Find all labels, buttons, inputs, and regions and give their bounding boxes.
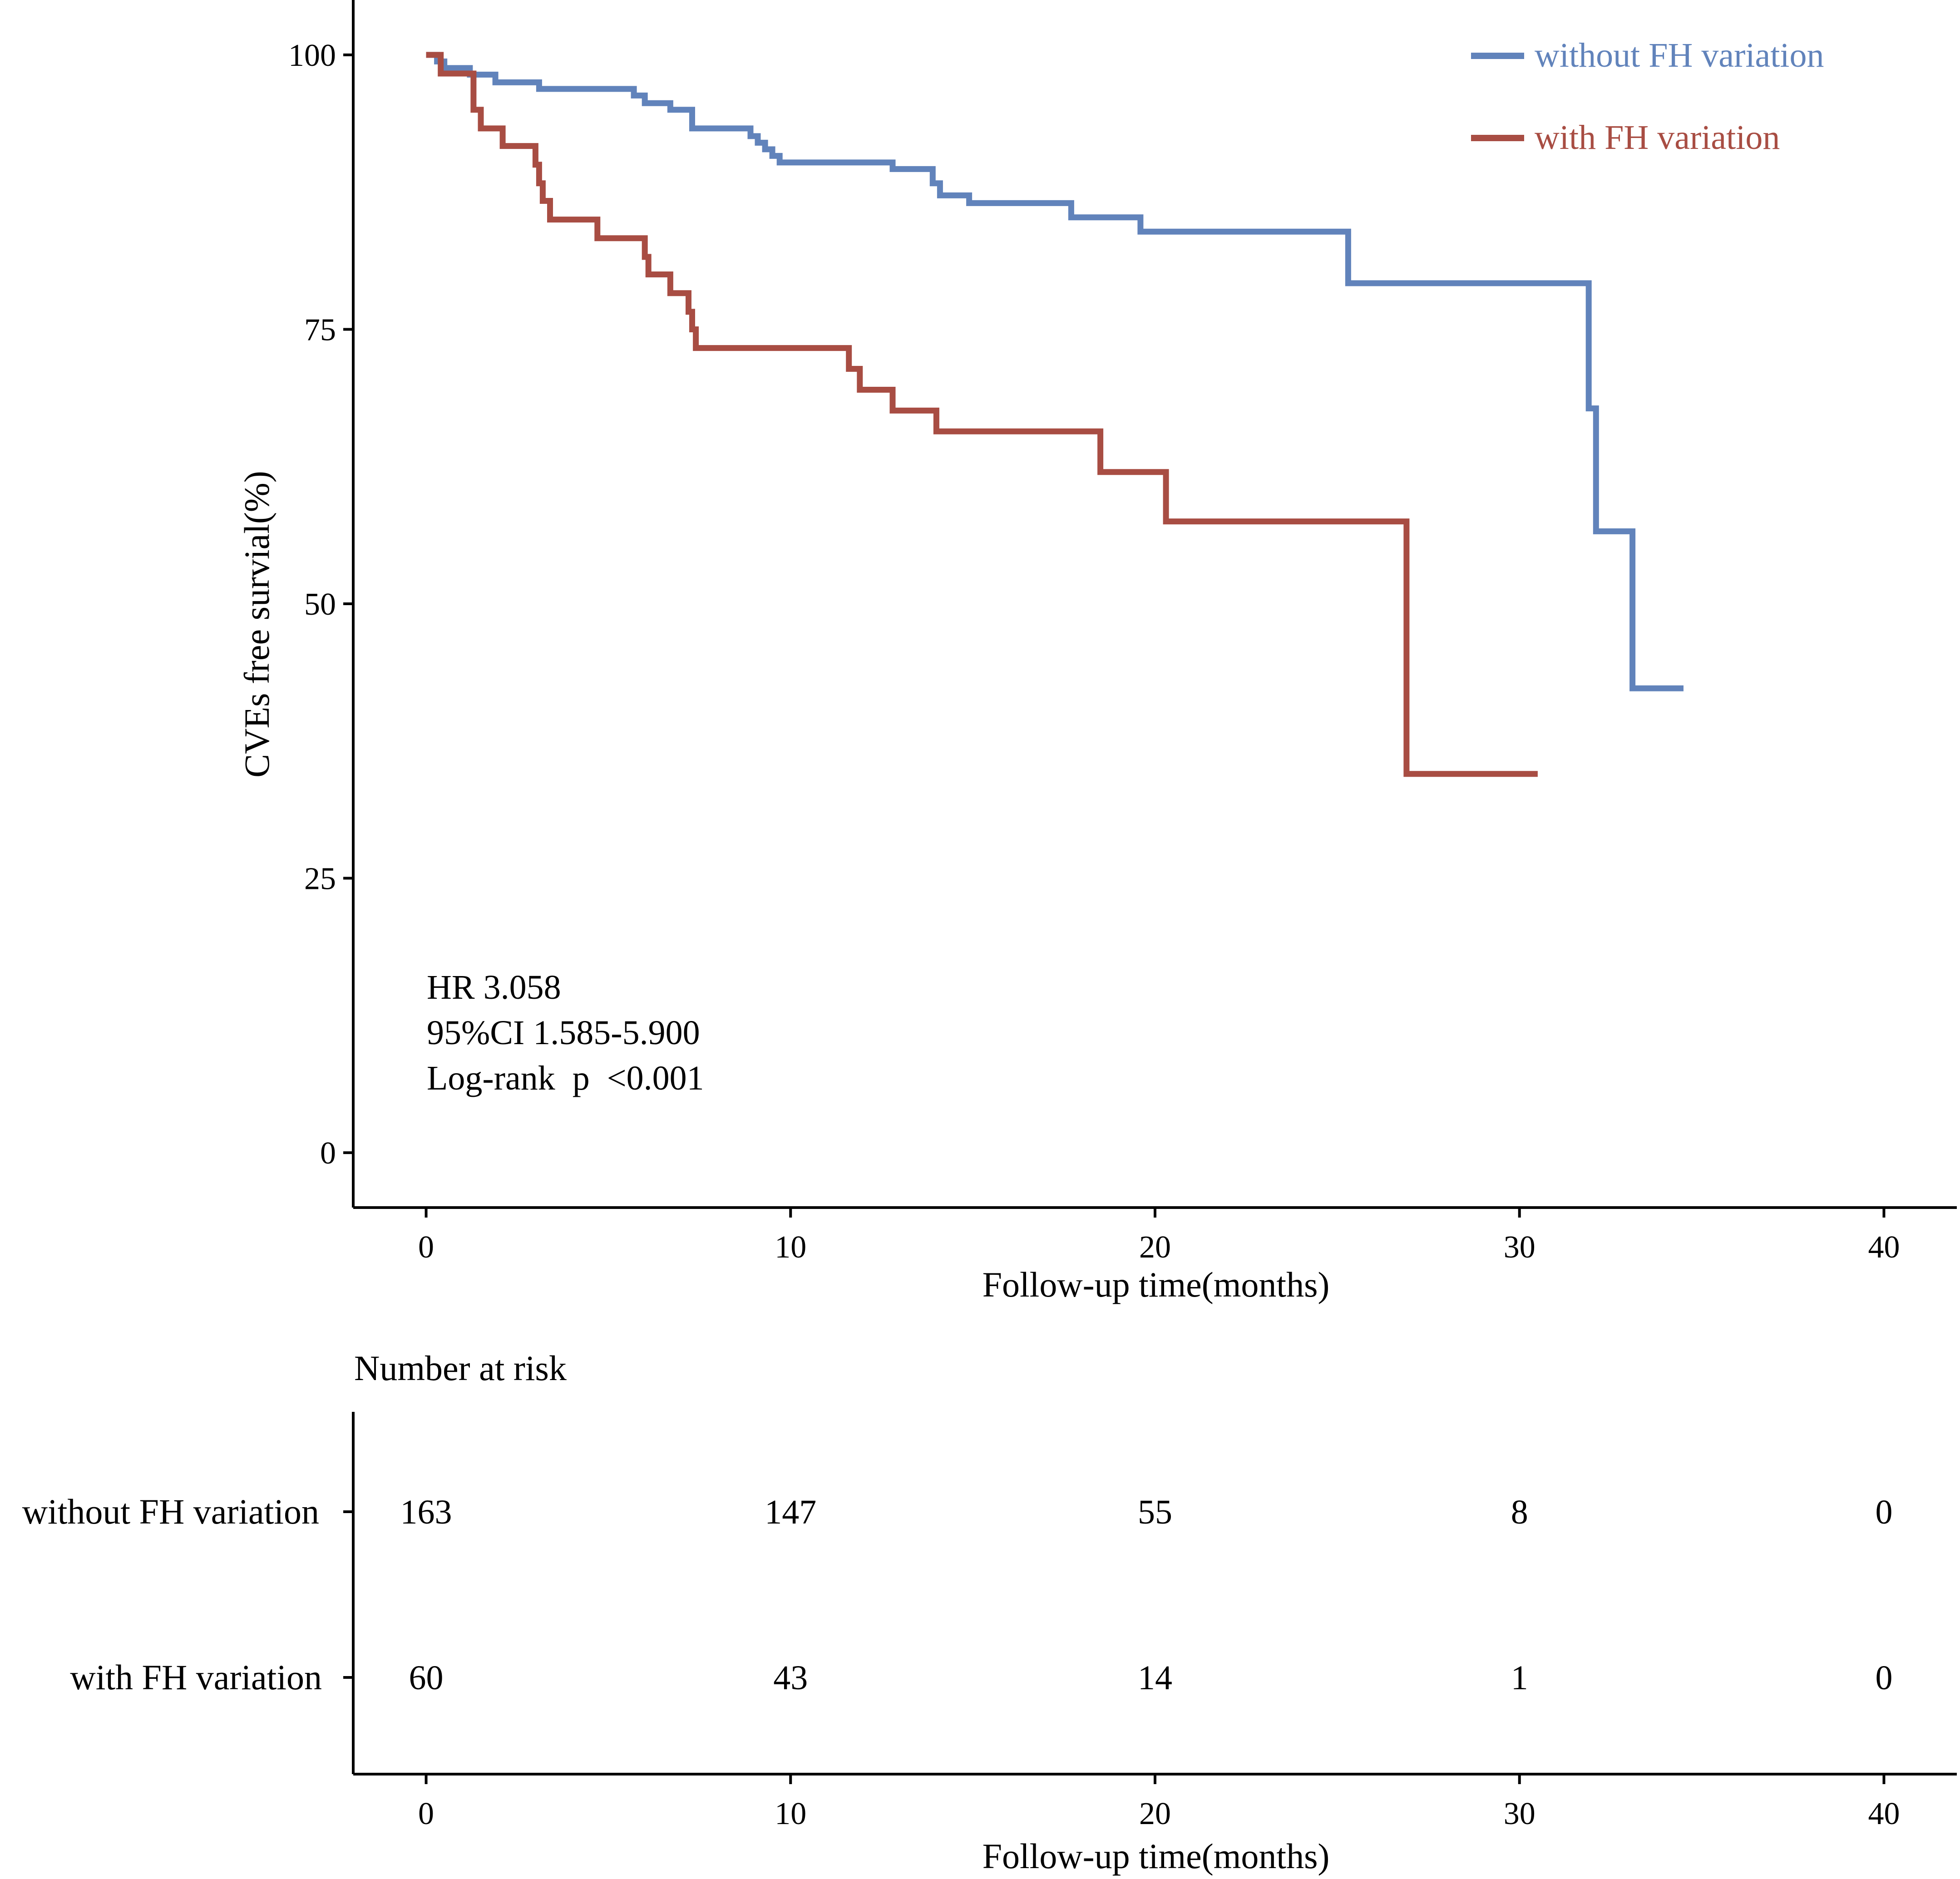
risk-table-title: Number at risk bbox=[354, 1348, 567, 1388]
risk-count-without-fh-variation-t10: 147 bbox=[765, 1493, 816, 1531]
risk-count-with-fh-variation-t20: 14 bbox=[1138, 1659, 1172, 1697]
risk-row-label-without-fh-variation: without FH variation bbox=[22, 1492, 319, 1531]
legend-label-without-fh-variation: without FH variation bbox=[1535, 36, 1824, 74]
x-tick-label-40: 40 bbox=[1868, 1230, 1900, 1265]
risk-x-tick-label-30: 30 bbox=[1504, 1796, 1535, 1831]
y-tick-label-100: 100 bbox=[288, 38, 336, 73]
survival-plot: 0 25 50 75 100 0 10 20 30 40 without FH variatio… bbox=[237, 0, 1957, 1304]
x-axis-title: Follow-up time(months) bbox=[982, 1265, 1330, 1304]
y-axis-title: CVEs free survial(%) bbox=[237, 471, 276, 778]
risk-x-tick-label-40: 40 bbox=[1868, 1796, 1900, 1831]
annotation-line-3: Log-rank p <0.001 bbox=[427, 1059, 704, 1097]
survival-curve-with-fh-variation bbox=[426, 52, 1538, 777]
risk-count-with-fh-variation-t0: 60 bbox=[409, 1659, 444, 1697]
y-tick-label-0: 0 bbox=[320, 1136, 336, 1171]
risk-table: Number at risk 0 10 20 30 40 without FH vari… bbox=[22, 1348, 1957, 1876]
risk-count-without-fh-variation-t20: 55 bbox=[1138, 1493, 1172, 1531]
y-tick-label-50: 50 bbox=[304, 587, 336, 622]
risk-count-without-fh-variation-t40: 0 bbox=[1875, 1493, 1892, 1531]
risk-table-axis: 0 10 20 30 40 bbox=[352, 1412, 1957, 1831]
annotation-line-1: HR 3.058 bbox=[427, 968, 561, 1006]
risk-count-with-fh-variation-t40: 0 bbox=[1875, 1659, 1892, 1697]
annotation-line-2: 95%CI 1.585-5.900 bbox=[427, 1014, 700, 1052]
stats-annotations: HR 3.058 95%CI 1.585-5.900 Log-rank p <0.0… bbox=[427, 968, 704, 1097]
risk-x-tick-label-0: 0 bbox=[418, 1796, 434, 1831]
risk-x-axis-title: Follow-up time(months) bbox=[982, 1836, 1330, 1876]
risk-table-rows: without FH variation 163 147 55 8 0 with FH va… bbox=[22, 1492, 1893, 1697]
risk-count-with-fh-variation-t30: 1 bbox=[1511, 1659, 1528, 1697]
x-tick-label-20: 20 bbox=[1139, 1230, 1171, 1265]
risk-x-tick-label-20: 20 bbox=[1139, 1796, 1171, 1831]
x-tick-label-30: 30 bbox=[1504, 1230, 1535, 1265]
x-tick-label-0: 0 bbox=[418, 1230, 434, 1265]
risk-count-without-fh-variation-t0: 163 bbox=[400, 1493, 452, 1531]
legend-label-with-fh-variation: with FH variation bbox=[1535, 118, 1780, 157]
y-tick-label-75: 75 bbox=[304, 312, 336, 347]
legend: without FH variation with FH variation bbox=[1471, 36, 1824, 157]
x-axis: 0 10 20 30 40 bbox=[353, 1206, 1957, 1265]
survival-curve-without-fh-variation bbox=[426, 52, 1684, 691]
risk-count-with-fh-variation-t10: 43 bbox=[773, 1659, 808, 1697]
risk-count-without-fh-variation-t30: 8 bbox=[1511, 1493, 1528, 1531]
risk-row-label-with-fh-variation: with FH variation bbox=[70, 1657, 322, 1697]
survival-curves bbox=[426, 52, 1684, 777]
y-tick-label-25: 25 bbox=[304, 862, 336, 897]
x-tick-label-10: 10 bbox=[775, 1230, 806, 1265]
risk-x-tick-label-10: 10 bbox=[775, 1796, 806, 1831]
y-axis: 0 25 50 75 100 bbox=[288, 0, 355, 1208]
